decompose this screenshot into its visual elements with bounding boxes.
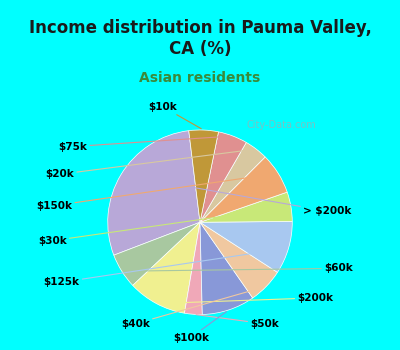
Text: $40k: $40k xyxy=(121,287,264,329)
Text: $75k: $75k xyxy=(58,136,230,152)
Text: $200k: $200k xyxy=(159,293,333,303)
Text: $30k: $30k xyxy=(38,207,288,246)
Wedge shape xyxy=(200,142,265,222)
Text: Asian residents: Asian residents xyxy=(139,71,261,85)
Wedge shape xyxy=(200,157,287,222)
Text: > $200k: > $200k xyxy=(124,175,352,216)
Wedge shape xyxy=(200,132,246,222)
Text: City-Data.com: City-Data.com xyxy=(247,120,316,130)
Text: $100k: $100k xyxy=(173,312,226,343)
Wedge shape xyxy=(189,130,218,222)
Wedge shape xyxy=(200,222,292,272)
Wedge shape xyxy=(133,222,200,313)
Wedge shape xyxy=(200,192,292,222)
Text: $60k: $60k xyxy=(124,264,353,273)
Text: $125k: $125k xyxy=(44,248,286,287)
Text: $20k: $20k xyxy=(45,149,254,179)
Text: $10k: $10k xyxy=(149,102,201,129)
Wedge shape xyxy=(184,222,202,315)
Text: $150k: $150k xyxy=(36,174,276,211)
Wedge shape xyxy=(200,222,278,298)
Wedge shape xyxy=(114,222,200,285)
Wedge shape xyxy=(108,131,200,255)
Text: $50k: $50k xyxy=(196,315,279,329)
Wedge shape xyxy=(200,222,253,315)
Text: Income distribution in Pauma Valley,
CA (%): Income distribution in Pauma Valley, CA … xyxy=(28,19,372,58)
